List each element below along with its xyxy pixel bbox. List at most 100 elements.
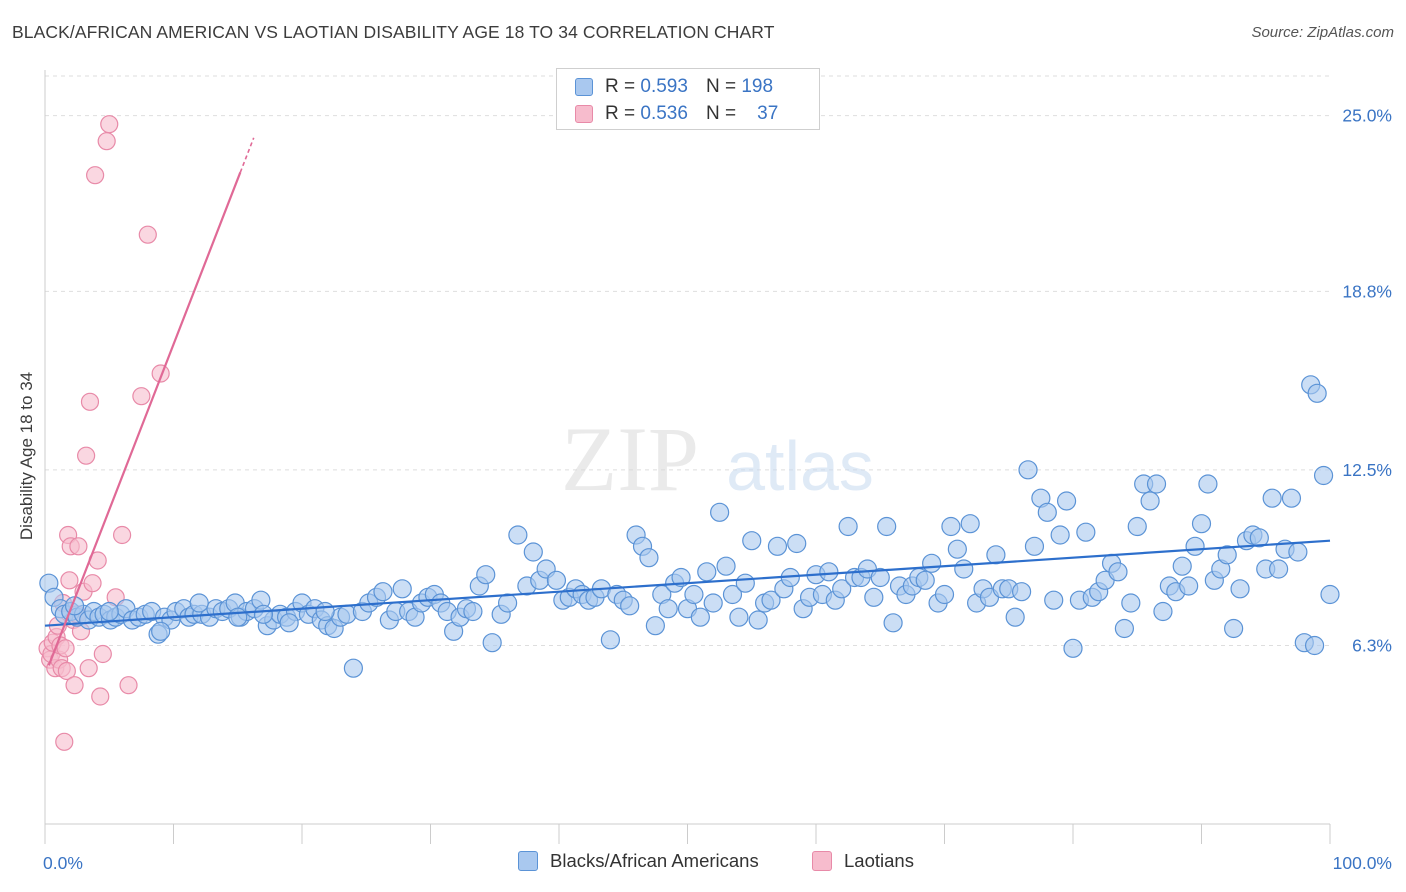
bottom-legend-blacks-label: Blacks/African Americans (550, 850, 759, 871)
bottom-legend-blacks: Blacks/African Americans (518, 850, 759, 872)
laotian-point (69, 537, 88, 556)
black-point (1313, 465, 1334, 486)
black-point (189, 593, 209, 613)
black-point (1024, 536, 1045, 556)
black-point (1281, 488, 1302, 508)
legend-r-value: 0.593 (640, 76, 688, 97)
black-point (947, 539, 967, 559)
black-point (476, 565, 496, 585)
black-point (253, 604, 274, 624)
black-point (279, 613, 299, 633)
black-point (941, 516, 961, 537)
black-point (392, 579, 412, 599)
black-point (722, 584, 743, 605)
laotian-point (138, 225, 157, 244)
black-point (1262, 488, 1282, 508)
black-point (151, 621, 171, 641)
black-point (482, 633, 502, 653)
black-point (1005, 607, 1025, 627)
black-point (1320, 584, 1340, 605)
legend-n-value: 37 (757, 103, 779, 124)
laotian-point (57, 661, 76, 681)
black-point (620, 596, 640, 616)
black-point (600, 630, 621, 650)
bottom-legend-swatch-blue (518, 851, 538, 871)
laotian-point (100, 115, 119, 134)
black-point (986, 545, 1006, 565)
black-point (523, 542, 543, 562)
chart-title: BLACK/AFRICAN AMERICAN VS LAOTIAN DISABI… (12, 22, 775, 42)
source-label: Source: ZipAtlas.com (1251, 24, 1394, 41)
black-point (658, 599, 678, 619)
black-point (690, 607, 710, 627)
black-point (697, 562, 717, 582)
x-tick-label: 100.0% (1333, 853, 1392, 873)
black-point (703, 593, 723, 613)
black-point (1114, 618, 1135, 639)
legend-swatch-blue (575, 78, 593, 96)
laotian-point (56, 639, 75, 658)
laotian-point (97, 132, 116, 151)
black-point (877, 516, 897, 537)
black-point (787, 533, 807, 554)
watermark-atlas: atlas (726, 427, 874, 505)
black-point (1121, 593, 1141, 613)
legend-row-laotians: R = 0.536 N = 37 (575, 101, 778, 127)
black-point (1063, 638, 1083, 658)
black-point (960, 514, 980, 534)
black-point (934, 584, 955, 605)
black-point (1037, 502, 1057, 522)
laotian-point (77, 446, 96, 465)
black-point (546, 570, 567, 590)
black-point (761, 590, 781, 610)
black-point (99, 601, 119, 622)
legend-r-value: 0.536 (640, 103, 688, 124)
laotian-point (79, 659, 98, 678)
bottom-legend-swatch-pink (812, 851, 832, 871)
black-point (1172, 556, 1192, 576)
y-tick-label: 6.3% (1352, 636, 1392, 656)
legend-n-value: 198 (741, 76, 774, 97)
black-point (729, 607, 749, 627)
black-point (1011, 582, 1032, 602)
black-point (748, 610, 768, 630)
black-point (735, 573, 755, 593)
black-point (1307, 383, 1327, 403)
laotian-point (112, 525, 132, 545)
black-point (710, 502, 730, 522)
black-point (373, 582, 393, 602)
bottom-legend-laotians: Laotians (812, 850, 914, 872)
black-point (639, 548, 659, 568)
black-point (508, 525, 528, 545)
tick-labels: 6.3% 12.5% 18.8% 25.0% 0.0% 100.0% (43, 106, 1392, 873)
black-point (1108, 562, 1128, 582)
laotian-point (86, 166, 105, 185)
black-point (1056, 491, 1077, 511)
black-point (228, 607, 248, 627)
black-point (498, 593, 518, 613)
laotian-points (38, 115, 170, 751)
black-point (1304, 635, 1325, 656)
black-point (838, 516, 858, 537)
black-point (463, 601, 483, 622)
legend-r-label: R = (605, 103, 636, 124)
trend-lines (44, 137, 1331, 666)
y-tick-label: 12.5% (1342, 460, 1392, 480)
black-point (1153, 601, 1173, 622)
black-point (315, 601, 335, 622)
watermark-zip: ZIP (561, 408, 699, 510)
laotian-trend-extension (239, 137, 255, 173)
black-trend-line (44, 539, 1331, 627)
black-point (1179, 576, 1199, 596)
watermark: ZIP atlas (561, 408, 874, 510)
black-point (1268, 559, 1289, 579)
black-point (716, 556, 736, 576)
black-point (1191, 514, 1212, 534)
laotian-point (119, 676, 138, 695)
legend-row-blacks: R = 0.593 N = 198 (575, 74, 773, 100)
x-tick-label: 0.0% (43, 853, 83, 873)
y-tick-label: 18.8% (1342, 281, 1392, 301)
black-point (343, 658, 363, 678)
black-point (864, 587, 884, 607)
